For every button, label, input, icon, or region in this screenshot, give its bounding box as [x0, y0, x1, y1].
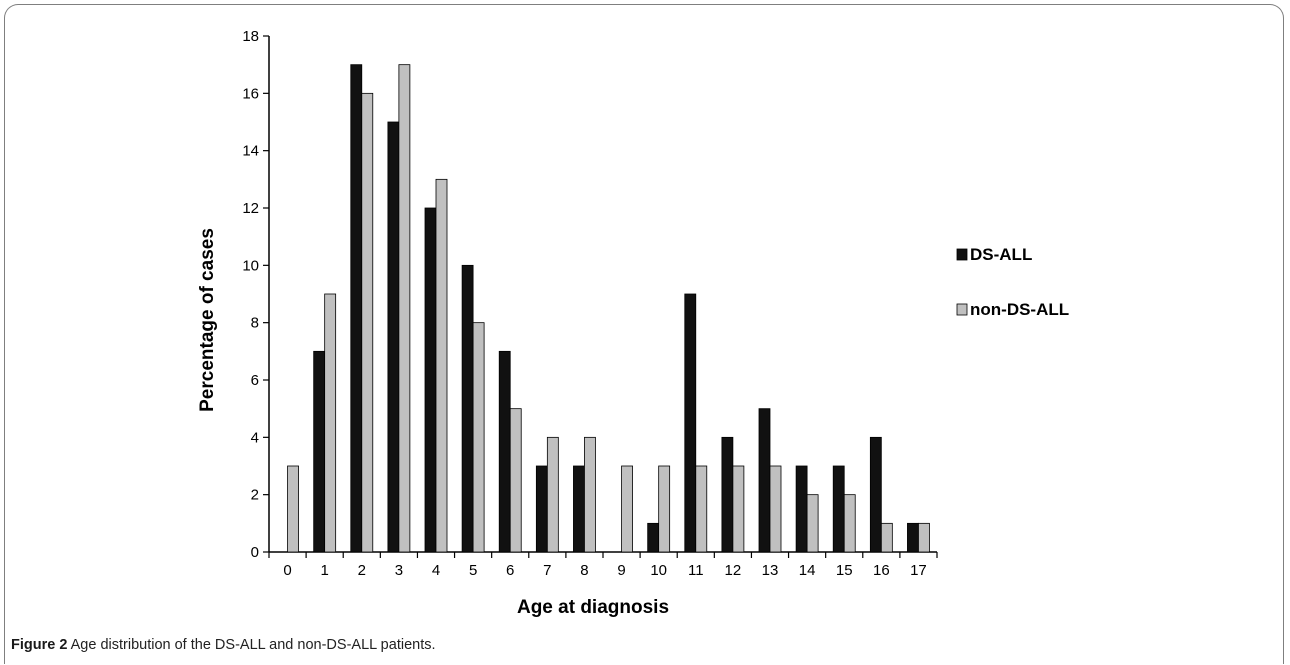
bar-non-ds-all-4 [435, 178, 448, 553]
bar-non-ds-all-16 [880, 522, 893, 553]
y-tick-label: 12 [242, 200, 259, 217]
legend-label-ds-all: DS-ALL [970, 245, 1032, 264]
bar-ds-all-17 [907, 522, 919, 553]
y-tick-label: 16 [242, 85, 259, 102]
bar-non-ds-all-0 [287, 465, 299, 553]
bar-ds-all-16 [869, 436, 882, 553]
bar-ds-all-5 [461, 264, 474, 553]
bar-non-ds-all-3 [398, 64, 411, 553]
x-tick-label: 12 [725, 562, 742, 579]
legend-swatch-ds-all [956, 248, 968, 261]
bar-non-ds-all-6 [509, 408, 522, 553]
y-tick-label: 18 [242, 28, 259, 45]
bar-ds-all-7 [535, 465, 548, 553]
x-axis-title: Age at diagnosis [517, 597, 669, 618]
bar-ds-all-15 [832, 465, 845, 553]
x-tick-label: 14 [799, 562, 816, 579]
x-tick-label: 7 [543, 562, 551, 579]
y-axis-title: Percentage of cases [197, 228, 218, 412]
y-tick-label: 10 [242, 257, 259, 274]
bar-ds-all-2 [350, 64, 363, 553]
legend: DS-ALL non-DS-ALL [956, 245, 1069, 319]
bar-non-ds-all-15 [843, 494, 856, 553]
y-tick-label: 6 [251, 372, 259, 389]
x-tick-label: 16 [873, 562, 890, 579]
bar-ds-all-4 [424, 207, 437, 553]
bar-non-ds-all-8 [584, 436, 596, 553]
bar-ds-all-14 [795, 465, 808, 553]
bar-non-ds-all-17 [918, 522, 930, 553]
bar-non-ds-all-11 [695, 465, 708, 553]
x-tick-label: 15 [836, 562, 853, 579]
x-tick-label: 8 [580, 562, 588, 579]
x-tick-label: 2 [358, 562, 366, 579]
y-tick-label: 4 [251, 429, 259, 446]
bar-ds-all-11 [684, 293, 697, 553]
figure-caption: Figure 2 Age distribution of the DS-ALL … [11, 637, 436, 653]
caption-label: Figure 2 [11, 637, 68, 653]
y-tick-label: 0 [251, 544, 259, 561]
x-tick-label: 4 [432, 562, 440, 579]
bar-non-ds-all-9 [621, 465, 633, 553]
bar-ds-all-1 [313, 350, 326, 553]
x-tick-label: 3 [395, 562, 403, 579]
y-tick-label: 14 [242, 143, 259, 160]
bar-non-ds-all-14 [806, 494, 819, 553]
x-tick-label: 9 [617, 562, 625, 579]
bar-non-ds-all-7 [546, 436, 559, 553]
bar-non-ds-all-10 [658, 465, 671, 553]
caption-text: Age distribution of the DS-ALL and non-D… [67, 637, 436, 653]
x-tick-label: 11 [688, 562, 704, 579]
bar-ds-all-12 [721, 436, 734, 553]
x-tick-label: 5 [469, 562, 477, 579]
x-tick-label: 6 [506, 562, 514, 579]
bar-ds-all-6 [498, 350, 511, 553]
y-axis: 0 2 4 6 8 10 12 14 16 18 [242, 28, 270, 561]
bar-non-ds-all-2 [361, 92, 374, 553]
bar-non-ds-all-5 [472, 322, 485, 553]
legend-label-non-ds-all: non-DS-ALL [970, 300, 1069, 319]
x-tick-label: 13 [762, 562, 779, 579]
bar-ds-all-3 [387, 121, 400, 553]
y-tick-label: 8 [251, 315, 259, 332]
bar-non-ds-all-1 [324, 293, 337, 553]
bar-ds-all-8 [573, 465, 585, 553]
figure-frame [4, 4, 1284, 664]
bar-ds-all-13 [758, 408, 771, 553]
bar-ds-all-10 [647, 522, 660, 553]
x-tick-label: 17 [910, 562, 927, 579]
x-axis: 0 1 2 3 4 5 6 7 8 9 10 11 12 13 14 15 16 17 [268, 551, 938, 579]
x-tick-label: 0 [283, 562, 291, 579]
legend-swatch-non-ds-all [956, 303, 968, 316]
y-tick-label: 2 [251, 487, 259, 504]
bar-non-ds-all-12 [732, 465, 745, 553]
bars [287, 64, 930, 553]
x-tick-label: 1 [320, 562, 328, 579]
bar-non-ds-all-13 [769, 465, 782, 553]
x-tick-label: 10 [650, 562, 667, 579]
